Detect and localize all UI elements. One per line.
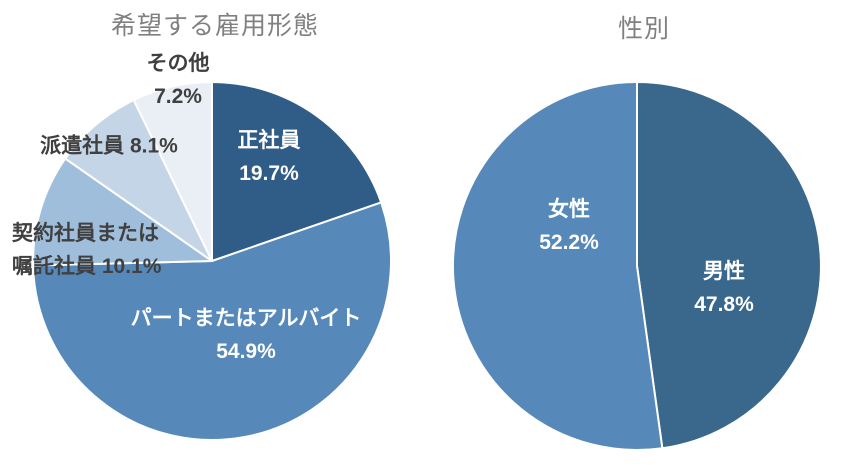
chart-title-gender: 性別	[617, 15, 670, 43]
pie-slice	[132, 81, 213, 262]
pie-slice	[451, 81, 664, 451]
pie-slice	[636, 81, 822, 450]
pie-slice	[32, 157, 213, 267]
pie-slice	[32, 201, 392, 441]
chart-title-employment-type: 希望する雇用形態	[110, 12, 319, 40]
pie-slice	[64, 99, 213, 262]
